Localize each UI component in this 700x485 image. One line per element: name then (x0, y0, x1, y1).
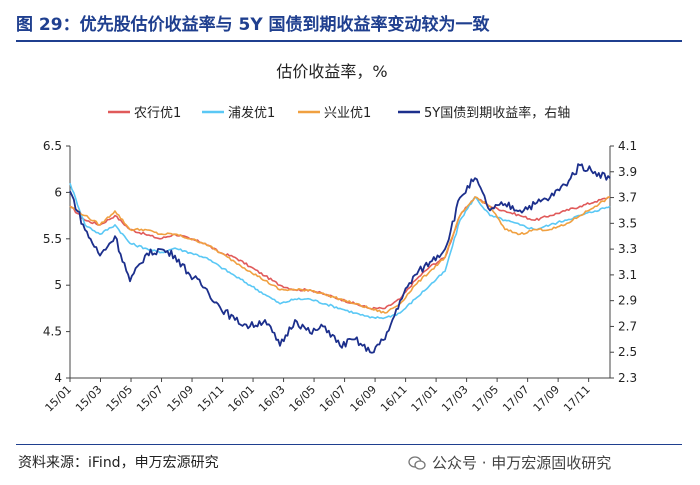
y-left-tick-label: 4 (54, 371, 62, 385)
x-tick-label: 15/09 (165, 383, 197, 415)
y-right-tick-label: 3.5 (618, 216, 637, 230)
y-left-tick-label: 6.5 (43, 139, 62, 153)
x-tick-label: 17/11 (561, 383, 593, 415)
footer-rule (16, 444, 682, 445)
title-rule (16, 40, 682, 42)
x-tick-label: 15/05 (104, 383, 136, 415)
series-group (69, 163, 611, 354)
x-tick-label: 16/11 (378, 383, 410, 415)
series-line-4 (69, 163, 611, 354)
wechat-icon (408, 455, 426, 470)
x-tick-label: 16/01 (226, 383, 258, 415)
x-tick-label: 15/01 (43, 383, 75, 415)
legend-label: 农行优1 (134, 106, 181, 121)
x-tick-label: 17/01 (409, 383, 441, 415)
y-right-tick-label: 3.3 (618, 242, 637, 256)
y-right-tick-label: 3.7 (618, 191, 637, 205)
watermark-text: 公众号 · 申万宏源固收研究 (432, 454, 612, 472)
legend-label: 兴业优1 (324, 106, 371, 121)
y-right-tick-label: 3.1 (618, 268, 637, 282)
x-tick-label: 15/07 (134, 383, 166, 415)
figure-title: 图 29：优先股估价收益率与 5Y 国债到期收益率变动较为一致 (16, 15, 490, 35)
x-tick-label: 15/03 (73, 383, 105, 415)
series-line-3 (69, 196, 611, 314)
y-right-tick-label: 3.9 (618, 165, 637, 179)
legend-label: 浦发优1 (228, 105, 275, 121)
x-tick-label: 16/09 (348, 383, 380, 415)
y-right-tick-label: 2.7 (618, 319, 637, 333)
x-tick-label: 17/05 (470, 383, 502, 415)
y-right-tick-label: 2.9 (618, 294, 637, 308)
y-right-tick-label: 2.5 (618, 345, 637, 359)
y-right-tick-label: 4.1 (618, 139, 637, 153)
y-left-tick-label: 4.5 (43, 325, 62, 339)
x-tick-label: 16/05 (287, 383, 319, 415)
x-tick-label: 16/07 (317, 383, 349, 415)
series-line-2 (69, 182, 611, 320)
x-tick-label: 17/03 (439, 383, 471, 415)
y-left-tick-label: 5 (54, 278, 62, 292)
legend: 农行优1 浦发优1 兴业优1 5Y国债到期收益率，右轴 (108, 105, 570, 121)
y-right-tick-label: 2.3 (618, 371, 637, 385)
y-left-tick-label: 5.5 (43, 232, 62, 246)
chart-title: 估价收益率，% (276, 62, 387, 81)
watermark: 公众号 · 申万宏源固收研究 (408, 452, 611, 473)
x-tick-label: 17/07 (500, 383, 532, 415)
x-tick-label: 16/03 (256, 383, 288, 415)
x-tick-label: 15/11 (195, 383, 227, 415)
x-tick-label: 17/09 (531, 383, 563, 415)
y-left-tick-label: 6 (54, 185, 62, 199)
legend-label: 5Y国债到期收益率，右轴 (424, 105, 570, 121)
source-note: 资料来源：iFind，申万宏源研究 (18, 455, 219, 471)
